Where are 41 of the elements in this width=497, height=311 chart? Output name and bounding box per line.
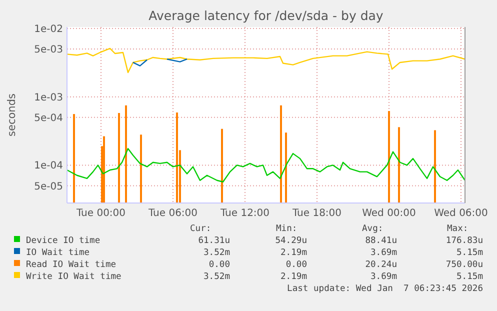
text: 3.69m xyxy=(370,272,397,282)
y-tick-label: 1e-04 xyxy=(34,160,63,172)
line-series xyxy=(66,48,466,74)
x-tick-label: Wed 00:00 xyxy=(362,208,416,219)
text: 5.15m xyxy=(456,248,483,258)
text: 2.19m xyxy=(280,248,307,258)
text: Last update: Wed Jan 7 06:23:45 2026 xyxy=(287,284,483,294)
text: Min: xyxy=(276,224,298,234)
text: 5.15m xyxy=(456,272,483,282)
text: 20.24u xyxy=(365,260,397,270)
text: 750.00u xyxy=(446,260,483,270)
text: 54.29u xyxy=(275,236,307,246)
x-tick-label: Tue 00:00 xyxy=(75,208,126,219)
y-tick-label: 5e-04 xyxy=(34,112,63,124)
text: Avg: xyxy=(362,224,384,234)
x-tick-label: Tue 18:00 xyxy=(291,208,342,219)
text: 2.19m xyxy=(280,272,307,282)
text: 61.31u xyxy=(198,236,230,246)
y-tick-label: 1e-02 xyxy=(34,24,63,35)
text: 0.00 xyxy=(208,260,230,270)
x-tick-label: Wed 06:00 xyxy=(434,208,488,219)
text: 88.41u xyxy=(365,236,397,246)
y-axis-title: seconds xyxy=(6,94,18,136)
text: Cur: xyxy=(190,224,212,234)
y-tick-label: 1e-03 xyxy=(34,92,63,104)
text: 3.52m xyxy=(204,272,230,282)
text: Max: xyxy=(447,224,468,234)
legend-label: Device IO time xyxy=(26,236,100,246)
text: 0.00 xyxy=(286,260,307,270)
x-tick-label: Tue 06:00 xyxy=(147,208,198,219)
legend-label: IO Wait time xyxy=(26,248,90,258)
text: 176.83u xyxy=(446,236,483,246)
line-series xyxy=(66,148,466,182)
legend-label: Read IO Wait time xyxy=(26,260,116,270)
y-tick-label: 5e-05 xyxy=(34,181,63,192)
y-tick-label: 5e-03 xyxy=(34,44,63,56)
text: 3.52m xyxy=(204,248,230,258)
legend-label: Write IO Wait time xyxy=(26,272,122,282)
text: 3.69m xyxy=(370,248,397,258)
chart-title: Average latency for /dev/sda - by day xyxy=(148,8,384,23)
x-tick-label: Tue 12:00 xyxy=(219,208,270,219)
